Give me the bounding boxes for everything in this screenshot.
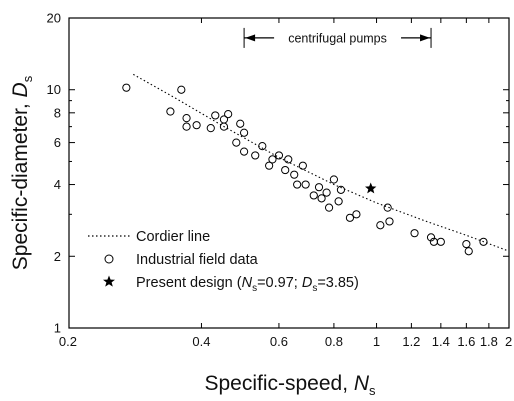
legend-label-cordier: Cordier line (136, 229, 210, 245)
data-point (274, 151, 284, 160)
data-point (334, 197, 343, 206)
data-point (385, 217, 394, 226)
legend-label-present-design: Present design (Ns=0.97; Ds=3.85) (136, 275, 359, 294)
data-point (464, 247, 473, 256)
data-point (329, 175, 339, 184)
y-axis-label-sub: s (20, 75, 35, 82)
x-tick-label: 0.8 (325, 334, 343, 349)
data-point (345, 213, 355, 222)
y-tick-label: 2 (54, 249, 61, 264)
y-tick-label: 1 (54, 321, 61, 336)
y-axis-ticks: 1 2 4 6 8 10 20 (47, 11, 509, 336)
legend: Cordier line Industrial field data Prese… (88, 229, 359, 294)
x-tick-label: 1.2 (402, 334, 420, 349)
data-point (236, 119, 245, 128)
legend-swatch-field-data (104, 254, 114, 264)
data-point (376, 221, 385, 230)
data-point (177, 85, 186, 94)
data-point (462, 239, 471, 249)
present-design-star (365, 182, 377, 194)
y-tick-label: 20 (47, 11, 61, 26)
data-point (352, 210, 361, 219)
data-point (317, 194, 326, 203)
plot-area (68, 17, 510, 329)
legend-ns-sub: s (252, 283, 257, 294)
y-axis-label: Specific-diameter, Ds (9, 75, 35, 270)
data-point (224, 110, 233, 119)
x-tick-label: 1.6 (457, 334, 475, 349)
data-point (322, 188, 331, 197)
data-point (436, 237, 445, 246)
x-tick-label: 1.4 (432, 334, 450, 349)
data-point (122, 83, 131, 92)
x-axis-label-symbol: N (354, 372, 370, 395)
cordier-line (133, 73, 510, 252)
data-point (293, 180, 302, 189)
legend-present-end: =3.85) (317, 275, 359, 291)
x-axis-label-text: Specific-speed, (204, 372, 353, 395)
data-point (258, 141, 267, 151)
x-tick-label: 1.8 (480, 334, 498, 349)
annotation-arrowhead-left (245, 34, 256, 42)
data-point (265, 161, 274, 170)
data-point (239, 128, 249, 137)
data-point (281, 165, 290, 175)
data-point (410, 229, 419, 238)
legend-ds-symbol: D (302, 275, 312, 291)
legend-present-prefix: Present design ( (136, 275, 242, 291)
data-point (301, 180, 310, 189)
data-point (182, 122, 191, 131)
data-point (309, 191, 318, 200)
legend-present-mid: =0.97; (257, 275, 302, 291)
x-axis-label-sub: s (369, 383, 376, 398)
y-axis-label-text: Specific-diameter, (9, 97, 32, 270)
annotation-label-bg (284, 29, 391, 46)
data-point (219, 122, 229, 131)
data-point (206, 124, 215, 133)
x-tick-label: 0.6 (270, 334, 288, 349)
x-tick-label: 0.4 (192, 334, 210, 349)
data-point (284, 155, 293, 164)
x-tick-label: 2 (505, 334, 512, 349)
cordier-line-series (133, 73, 510, 252)
data-point (324, 203, 334, 212)
y-tick-label: 4 (54, 177, 61, 192)
y-axis-label-symbol: D (9, 82, 32, 97)
data-point (251, 151, 260, 160)
data-point (166, 107, 175, 116)
y-tick-label: 8 (54, 105, 61, 120)
x-tick-label: 1 (373, 334, 380, 349)
annotation-centrifugal-pumps: centrifugal pumps (243, 27, 432, 48)
data-point (290, 170, 299, 179)
legend-swatch-star (103, 275, 115, 287)
present-design-series (365, 182, 377, 194)
annotation-label: centrifugal pumps (288, 31, 387, 45)
industrial-data-series (122, 83, 488, 256)
data-point (336, 185, 346, 194)
legend-ns-symbol: N (242, 275, 253, 291)
data-point (298, 161, 307, 170)
data-point (268, 155, 277, 164)
data-point (192, 121, 201, 130)
data-point (232, 138, 241, 147)
legend-label-field-data: Industrial field data (136, 252, 259, 268)
annotation-arrowhead-right (420, 34, 431, 42)
data-point (182, 114, 191, 123)
x-tick-label: 0.2 (59, 334, 77, 349)
x-axis-label: Specific-speed, Ns (204, 372, 376, 398)
data-point (479, 237, 488, 246)
data-point (426, 233, 436, 242)
y-tick-label: 6 (54, 135, 61, 150)
data-point (383, 203, 392, 212)
legend-ds-sub: s (312, 283, 317, 294)
data-point (211, 111, 220, 120)
data-point (314, 183, 324, 192)
y-tick-label: 10 (47, 82, 61, 97)
data-point (239, 147, 249, 156)
x-axis-ticks: 0.2 0.4 0.6 0.8 1 1.2 1.4 1.6 1.8 2 (59, 18, 512, 349)
